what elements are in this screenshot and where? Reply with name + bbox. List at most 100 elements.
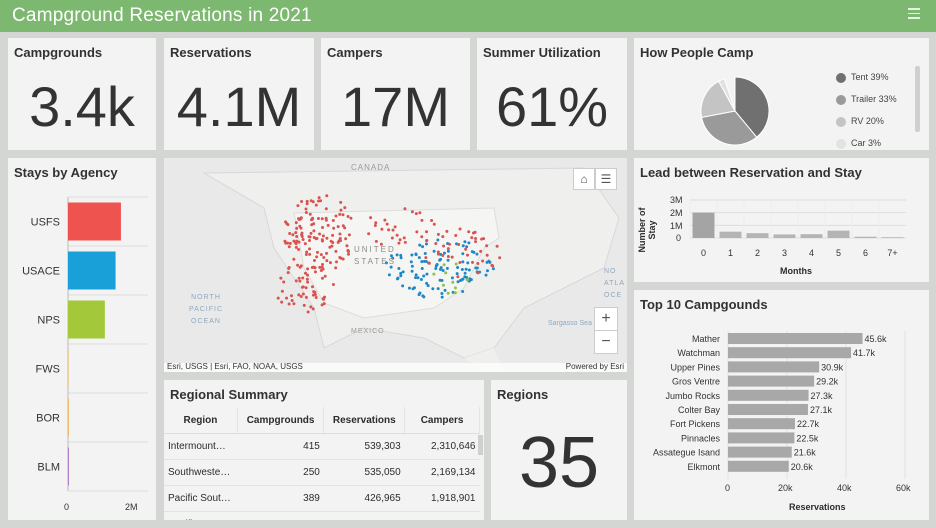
campground-point[interactable] bbox=[306, 310, 310, 314]
campground-point[interactable] bbox=[318, 265, 322, 269]
campground-point[interactable] bbox=[407, 286, 411, 290]
campground-point[interactable] bbox=[311, 200, 315, 204]
campground-point[interactable] bbox=[295, 226, 299, 230]
campground-point[interactable] bbox=[336, 225, 340, 229]
campground-point[interactable] bbox=[328, 245, 332, 249]
campground-point[interactable] bbox=[456, 280, 460, 284]
zoom-out-button[interactable]: − bbox=[594, 330, 618, 354]
campground-point[interactable] bbox=[311, 293, 315, 297]
campground-point[interactable] bbox=[467, 230, 471, 234]
campground-point[interactable] bbox=[283, 239, 287, 243]
campground-point[interactable] bbox=[466, 261, 470, 265]
campground-point[interactable] bbox=[374, 221, 378, 225]
campground-point[interactable] bbox=[339, 208, 343, 212]
campground-point[interactable] bbox=[314, 203, 318, 207]
campground-point[interactable] bbox=[410, 264, 414, 268]
campground-point[interactable] bbox=[294, 242, 298, 246]
campground-point[interactable] bbox=[287, 266, 291, 270]
bar-campground[interactable] bbox=[728, 347, 852, 359]
campground-point[interactable] bbox=[475, 252, 479, 256]
campground-point[interactable] bbox=[464, 267, 468, 271]
campground-point[interactable] bbox=[479, 249, 483, 253]
campground-point[interactable] bbox=[485, 253, 489, 257]
campground-point[interactable] bbox=[446, 247, 450, 251]
campground-point[interactable] bbox=[306, 280, 310, 284]
campground-point[interactable] bbox=[374, 239, 378, 243]
campground-point[interactable] bbox=[401, 270, 405, 274]
campground-point[interactable] bbox=[471, 231, 475, 235]
campground-point[interactable] bbox=[442, 263, 446, 267]
campground-point[interactable] bbox=[498, 256, 502, 260]
campground-point[interactable] bbox=[295, 235, 299, 239]
campground-points-layer[interactable] bbox=[164, 158, 627, 372]
campground-point[interactable] bbox=[338, 255, 342, 259]
campground-point[interactable] bbox=[308, 212, 312, 216]
campground-point[interactable] bbox=[425, 230, 429, 234]
campground-point[interactable] bbox=[298, 279, 302, 283]
campground-point[interactable] bbox=[432, 222, 436, 226]
campground-point[interactable] bbox=[442, 244, 446, 248]
map-panel[interactable]: CANADA UNITED STATES MEXICO NORTH PACIFI… bbox=[164, 158, 627, 372]
campground-point[interactable] bbox=[425, 238, 429, 242]
campground-point[interactable] bbox=[418, 211, 422, 215]
campground-point[interactable] bbox=[312, 290, 316, 294]
legend-scrollbar[interactable] bbox=[915, 66, 920, 132]
campground-point[interactable] bbox=[441, 269, 445, 273]
campground-point[interactable] bbox=[297, 240, 301, 244]
campground-point[interactable] bbox=[280, 300, 284, 304]
campground-point[interactable] bbox=[438, 278, 442, 282]
campground-point[interactable] bbox=[387, 228, 391, 232]
campground-point[interactable] bbox=[305, 250, 309, 254]
campground-point[interactable] bbox=[290, 298, 294, 302]
campground-point[interactable] bbox=[445, 266, 449, 270]
campground-point[interactable] bbox=[304, 295, 308, 299]
map-attribution[interactable]: Esri, USGS | Esri, FAO, NOAA, USGS bbox=[167, 362, 303, 371]
campground-point[interactable] bbox=[306, 267, 310, 271]
campground-point[interactable] bbox=[451, 290, 455, 294]
menu-icon[interactable] bbox=[908, 8, 920, 22]
campground-point[interactable] bbox=[417, 256, 421, 260]
campground-point[interactable] bbox=[476, 262, 480, 266]
campground-point[interactable] bbox=[434, 266, 438, 270]
campground-point[interactable] bbox=[445, 229, 449, 233]
campground-point[interactable] bbox=[318, 232, 322, 236]
campground-point[interactable] bbox=[411, 287, 415, 291]
campground-point[interactable] bbox=[311, 285, 315, 289]
campground-point[interactable] bbox=[480, 237, 484, 241]
campground-point[interactable] bbox=[397, 241, 401, 245]
campground-point[interactable] bbox=[308, 235, 312, 239]
campground-point[interactable] bbox=[291, 233, 295, 237]
powered-by-esri[interactable]: Powered by Esri bbox=[565, 362, 624, 371]
campground-point[interactable] bbox=[397, 266, 401, 270]
campground-point[interactable] bbox=[312, 236, 316, 240]
campground-point[interactable] bbox=[292, 302, 296, 306]
campground-point[interactable] bbox=[338, 212, 342, 216]
campground-point[interactable] bbox=[299, 216, 303, 220]
campground-point[interactable] bbox=[414, 252, 418, 256]
legend-item[interactable]: Tent 39% bbox=[836, 72, 889, 83]
campground-point[interactable] bbox=[491, 264, 495, 268]
campground-point[interactable] bbox=[308, 247, 312, 251]
campground-point[interactable] bbox=[451, 280, 455, 284]
campground-point[interactable] bbox=[302, 303, 306, 307]
campground-point[interactable] bbox=[403, 207, 407, 211]
campground-point[interactable] bbox=[463, 271, 467, 275]
table-row[interactable]: Intermount… 415 539,303 2,310,646 bbox=[164, 433, 480, 460]
campground-point[interactable] bbox=[304, 286, 308, 290]
campground-point[interactable] bbox=[294, 279, 298, 283]
campground-point[interactable] bbox=[379, 242, 383, 246]
campground-point[interactable] bbox=[320, 217, 324, 221]
pie-slice-car[interactable] bbox=[717, 78, 736, 112]
campground-point[interactable] bbox=[284, 220, 288, 224]
pie-slice-trailer[interactable] bbox=[701, 110, 758, 146]
campground-point[interactable] bbox=[373, 224, 377, 228]
campground-point[interactable] bbox=[301, 292, 305, 296]
campground-point[interactable] bbox=[414, 212, 418, 216]
campground-point[interactable] bbox=[430, 218, 434, 222]
campground-point[interactable] bbox=[322, 297, 326, 301]
campground-point[interactable] bbox=[418, 243, 422, 247]
legend-item[interactable]: Trailer 33% bbox=[836, 94, 897, 105]
campground-point[interactable] bbox=[304, 271, 308, 275]
campground-point[interactable] bbox=[455, 272, 459, 276]
campground-point[interactable] bbox=[343, 206, 347, 210]
